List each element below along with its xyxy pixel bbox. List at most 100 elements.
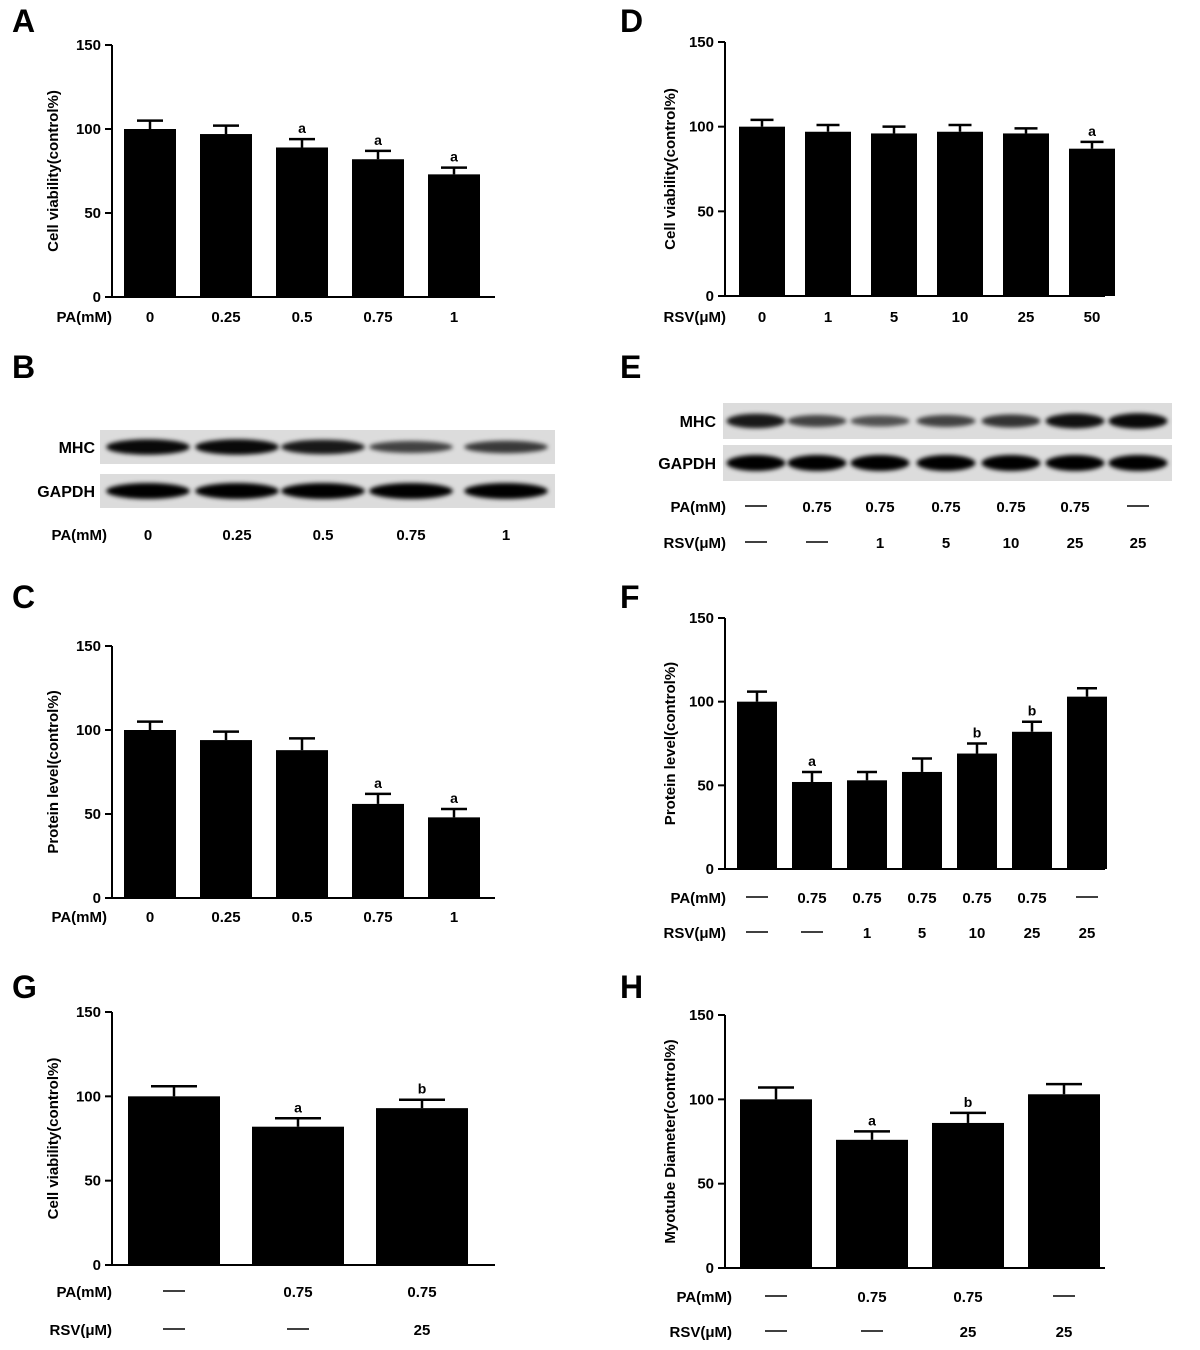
chart-h-y-tick-label: 0 — [706, 1260, 714, 1277]
panel-letter-e: E — [620, 349, 641, 385]
blot-e-band — [787, 455, 847, 471]
blot-e-row-value: 0.75 — [865, 499, 894, 516]
chart-d-bar — [739, 126, 785, 297]
chart-c-y-tick-label: 0 — [93, 890, 101, 907]
chart-f-y-axis-title: Protein level(control%) — [662, 662, 679, 825]
chart-d-row-value: 25 — [1018, 309, 1035, 326]
chart-f-y-tick-label: 150 — [689, 610, 714, 627]
blot-b-band — [369, 441, 453, 453]
chart-g-significance-label: a — [294, 1099, 302, 1115]
chart-a-significance-label: a — [298, 120, 306, 136]
chart-f-bar — [737, 701, 777, 869]
chart-f-row-value: 5 — [918, 925, 926, 942]
blot-e-band — [726, 455, 786, 471]
blot-b-band — [106, 483, 190, 499]
chart-a-row-value: 0.25 — [211, 309, 240, 326]
blot-e-band — [850, 415, 910, 427]
chart-f-bar — [792, 781, 832, 869]
chart-f-row-label: PA(mM) — [670, 890, 726, 907]
chart-a-row-value: 0.75 — [363, 309, 392, 326]
chart-f-row-value: 0.75 — [962, 890, 991, 907]
blot-b-band — [106, 439, 190, 455]
chart-d-y-tick-label: 50 — [697, 203, 714, 220]
chart-d-bar — [805, 131, 851, 296]
chart-a-bar — [276, 147, 328, 297]
panel-letter-b: B — [12, 349, 35, 385]
chart-h-y-tick-label: 100 — [689, 1091, 714, 1108]
chart-d-bar — [1003, 133, 1049, 296]
chart-g-row-value: 0.75 — [407, 1284, 436, 1301]
chart-a-row-value: 0.5 — [292, 309, 313, 326]
blot-b-row-value: 0.25 — [222, 527, 251, 544]
blot-e-row-value: 0.75 — [996, 499, 1025, 516]
chart-a-y-tick-label: 50 — [84, 205, 101, 222]
chart-d-row-label: RSV(μM) — [663, 309, 726, 326]
panel-letter-f: F — [620, 579, 640, 615]
blot-b-row-label: PA(mM) — [51, 527, 107, 544]
chart-h-y-axis-title: Myotube Diameter(control%) — [662, 1039, 679, 1243]
chart-c-row-value: 0.5 — [292, 909, 313, 926]
chart-h-significance-label: a — [868, 1112, 876, 1128]
chart-f-bar — [847, 780, 887, 869]
chart-a-bar — [352, 159, 404, 297]
blot-e-band — [1108, 413, 1168, 429]
chart-f-row-value: 0.75 — [852, 890, 881, 907]
blot-e-row-value: 0.75 — [1060, 499, 1089, 516]
chart-d-bar — [1069, 148, 1115, 296]
blot-b-band — [464, 483, 548, 499]
blot-e: MHC GAPDH PA(mM) 0.75 0.75 0.75 0.75 0.75 RSV(μM… — [658, 403, 1172, 552]
chart-g-y-axis-title: Cell viability(control%) — [45, 1058, 62, 1220]
chart-f-bar — [1067, 696, 1107, 869]
chart-g-bar — [252, 1126, 344, 1265]
blot-e-band — [981, 414, 1041, 428]
chart-h-bar — [740, 1099, 812, 1268]
chart-h-row-value: 25 — [1056, 1324, 1073, 1341]
chart-d-row-value: 5 — [890, 309, 898, 326]
chart-a-y-tick-label: 100 — [76, 121, 101, 138]
panel-letter-h: H — [620, 969, 643, 1005]
chart-a-y-tick-label: 0 — [93, 289, 101, 306]
blot-e-protein-label: GAPDH — [658, 456, 716, 473]
blot-e-row-value: 10 — [1003, 535, 1020, 552]
chart-h-bar — [836, 1139, 908, 1268]
chart-g-y-tick-label: 0 — [93, 1257, 101, 1274]
chart-a-y-tick-label: 150 — [76, 37, 101, 54]
chart-c-y-axis-title: Protein level(control%) — [45, 690, 62, 853]
chart-h-bar — [1028, 1094, 1100, 1268]
chart-h-row-value: 0.75 — [953, 1289, 982, 1306]
chart-a-row-label: PA(mM) — [56, 309, 112, 326]
chart-d-y-tick-label: 150 — [689, 34, 714, 51]
chart-g-bar — [376, 1108, 468, 1265]
chart-h: 0 50 100 150 Myotube Diameter(control%) a b PA(… — [662, 1007, 1105, 1341]
chart-f-row-value: 25 — [1079, 925, 1096, 942]
chart-f-row-value: 0.75 — [1017, 890, 1046, 907]
blot-e-row-value: 25 — [1130, 535, 1147, 552]
chart-d-row-value: 0 — [758, 309, 766, 326]
chart-g: 0 50 100 150 Cell viability(control%) a b PA(mM… — [45, 1004, 495, 1339]
chart-f-bar — [902, 771, 942, 869]
chart-g-y-tick-label: 150 — [76, 1004, 101, 1021]
chart-h-y-tick-label: 50 — [697, 1176, 714, 1193]
blot-e-band — [1045, 413, 1105, 429]
chart-c-row-value: 1 — [450, 909, 458, 926]
chart-d-y-tick-label: 100 — [689, 119, 714, 136]
chart-d-significance-label: a — [1088, 123, 1096, 139]
chart-f-row-value: 25 — [1024, 925, 1041, 942]
chart-a-y-axis-title: Cell viability(control%) — [45, 90, 62, 252]
chart-f-significance-label: a — [808, 753, 816, 769]
chart-h-significance-label: b — [964, 1094, 973, 1110]
chart-d-bar — [871, 133, 917, 296]
chart-d-row-value: 1 — [824, 309, 832, 326]
chart-f-row-value: 0.75 — [907, 890, 936, 907]
panel-letter-d: D — [620, 3, 643, 39]
panel-letter-a: A — [12, 3, 35, 39]
blot-b-row-value: 1 — [502, 527, 510, 544]
chart-f-bar — [957, 753, 997, 869]
chart-h-bar — [932, 1122, 1004, 1268]
chart-a-bar — [124, 129, 176, 297]
chart-h-y-tick-label: 150 — [689, 1007, 714, 1024]
chart-f-y-tick-label: 100 — [689, 694, 714, 711]
chart-g-significance-label: b — [418, 1081, 427, 1097]
chart-f-significance-label: b — [973, 725, 982, 741]
